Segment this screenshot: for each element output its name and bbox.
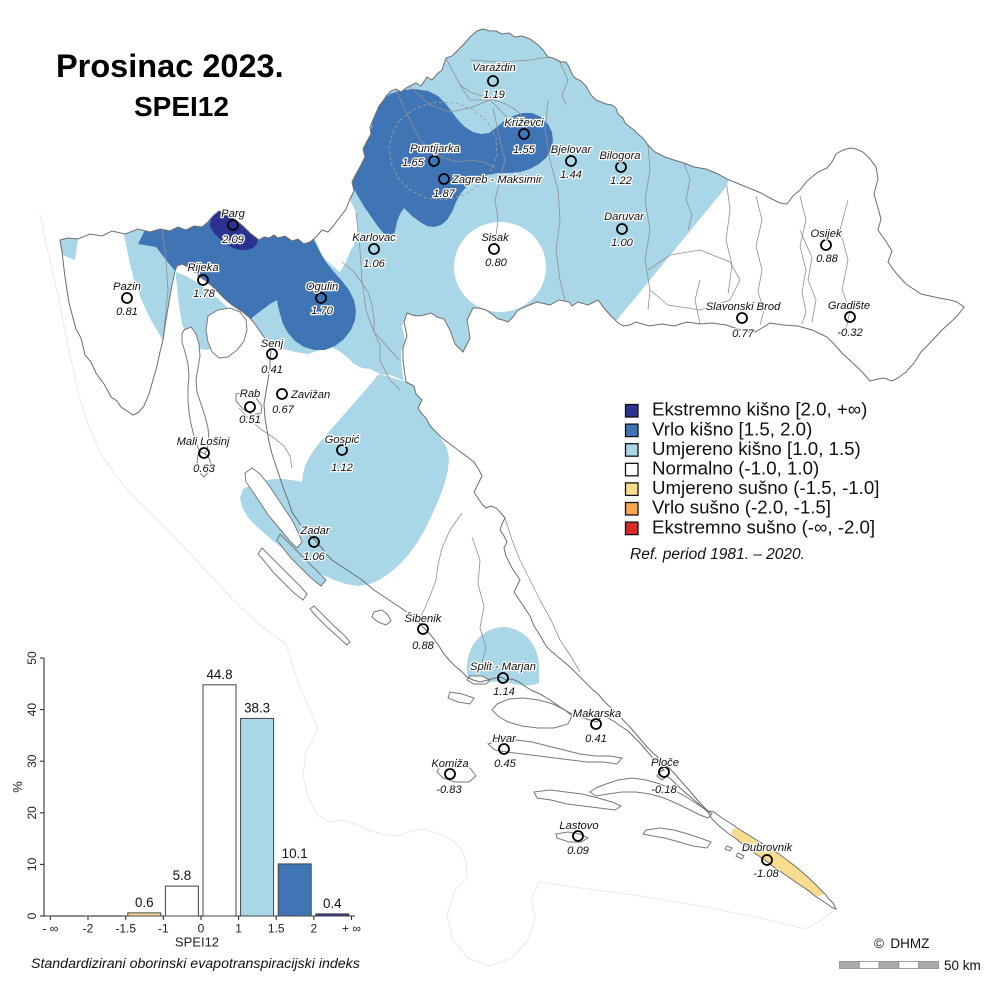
- svg-text:1.22: 1.22: [610, 175, 633, 187]
- svg-text:Umjereno sušno (-1.5, -1.0]: Umjereno sušno (-1.5, -1.0]: [652, 477, 879, 498]
- svg-text:Prosinac 2023.: Prosinac 2023.: [56, 48, 284, 84]
- svg-text:Zadar: Zadar: [299, 525, 330, 537]
- svg-text:1: 1: [235, 922, 242, 936]
- svg-text:1.06: 1.06: [303, 551, 326, 563]
- svg-text:0.77: 0.77: [732, 328, 755, 340]
- svg-text:38.3: 38.3: [244, 700, 270, 715]
- svg-text:0.41: 0.41: [585, 733, 607, 745]
- svg-text:1.78: 1.78: [193, 288, 216, 300]
- svg-text:Daruvar: Daruvar: [604, 211, 645, 223]
- svg-text:1.55: 1.55: [513, 144, 536, 156]
- svg-text:-0.32: -0.32: [837, 327, 863, 339]
- svg-text:40: 40: [25, 703, 39, 717]
- svg-text:Križevci: Križevci: [504, 117, 544, 129]
- svg-text:Gradište: Gradište: [828, 300, 870, 312]
- svg-text:Pazin: Pazin: [113, 281, 141, 293]
- svg-text:1.65: 1.65: [402, 157, 425, 169]
- svg-text:50: 50: [25, 651, 39, 665]
- svg-text:30: 30: [25, 754, 39, 768]
- svg-text:Senj: Senj: [261, 338, 284, 350]
- svg-text:Zagreb - Maksimir: Zagreb - Maksimir: [451, 174, 543, 186]
- svg-text:SPEI12: SPEI12: [134, 91, 229, 122]
- svg-text:Rab: Rab: [240, 388, 261, 400]
- svg-text:Makarska: Makarska: [573, 708, 622, 720]
- svg-text:0.09: 0.09: [567, 845, 589, 857]
- svg-text:Vrlo sušno (-2.0, -1.5]: Vrlo sušno (-2.0, -1.5]: [652, 497, 831, 518]
- svg-text:Vrlo kišno [1.5, 2.0): Vrlo kišno [1.5, 2.0): [652, 418, 812, 439]
- svg-text:1.00: 1.00: [611, 237, 634, 249]
- svg-text:20: 20: [25, 806, 39, 820]
- svg-text:5.8: 5.8: [173, 868, 192, 883]
- svg-text:Umjereno kišno [1.0, 1.5): Umjereno kišno [1.0, 1.5): [652, 438, 861, 459]
- svg-text:1.12: 1.12: [331, 462, 354, 474]
- svg-text:Lastovo: Lastovo: [559, 820, 598, 832]
- svg-text:-0.83: -0.83: [436, 784, 462, 796]
- svg-text:-1.5: -1.5: [115, 922, 136, 936]
- svg-text:1.5: 1.5: [268, 922, 285, 936]
- svg-text:0.80: 0.80: [485, 257, 508, 269]
- svg-text:10: 10: [25, 857, 39, 871]
- svg-text:50 km: 50 km: [944, 958, 981, 973]
- svg-text:Ploče: Ploče: [651, 757, 679, 769]
- svg-text:Hvar: Hvar: [492, 733, 517, 745]
- svg-text:44.8: 44.8: [206, 667, 232, 682]
- svg-text:Karlovac: Karlovac: [352, 232, 396, 244]
- svg-text:Gospić: Gospić: [325, 434, 360, 446]
- svg-text:- ∞: - ∞: [42, 922, 58, 936]
- svg-text:Split - Marjan: Split - Marjan: [470, 661, 536, 673]
- svg-text:Standardizirani oborinski evap: Standardizirani oborinski evapotranspira…: [31, 956, 360, 972]
- svg-text:0: 0: [25, 912, 39, 919]
- svg-text:Sisak: Sisak: [481, 232, 510, 244]
- svg-text:Dubrovnik: Dubrovnik: [742, 842, 794, 854]
- svg-text:0.4: 0.4: [323, 896, 342, 911]
- svg-text:0.41: 0.41: [261, 364, 283, 376]
- svg-text:0.81: 0.81: [116, 306, 138, 318]
- svg-text:Puntijarka: Puntijarka: [410, 143, 460, 155]
- svg-text:0.6: 0.6: [135, 895, 154, 910]
- svg-text:0.51: 0.51: [239, 414, 261, 426]
- svg-text:Bjelovar: Bjelovar: [551, 144, 593, 156]
- svg-text:Osijek: Osijek: [810, 228, 842, 240]
- svg-text:0: 0: [198, 922, 205, 936]
- svg-text:0.67: 0.67: [272, 404, 295, 416]
- svg-text:+ ∞: + ∞: [342, 922, 361, 936]
- svg-text:10.1: 10.1: [282, 846, 308, 861]
- svg-text:-1.08: -1.08: [753, 868, 779, 880]
- svg-text:Varaždin: Varaždin: [472, 62, 516, 74]
- svg-text:1.70: 1.70: [311, 305, 334, 317]
- svg-text:2: 2: [311, 922, 318, 936]
- svg-text:-0.18: -0.18: [651, 784, 677, 796]
- svg-text:Šibenik: Šibenik: [405, 612, 443, 625]
- svg-text:Ogulin: Ogulin: [306, 281, 338, 293]
- svg-text:Rijeka: Rijeka: [187, 262, 218, 274]
- svg-text:Komiža: Komiža: [431, 758, 468, 770]
- svg-text:2.09: 2.09: [221, 234, 244, 246]
- svg-text:Ekstremno kišno [2.0, +∞): Ekstremno kišno [2.0, +∞): [652, 399, 867, 420]
- svg-text:© DHMZ: © DHMZ: [874, 936, 929, 951]
- svg-text:1.06: 1.06: [363, 258, 386, 270]
- svg-text:-2: -2: [83, 922, 94, 936]
- svg-text:1.14: 1.14: [493, 686, 515, 698]
- svg-text:1.44: 1.44: [560, 169, 582, 181]
- svg-text:-1: -1: [158, 922, 169, 936]
- svg-text:Zavižan: Zavižan: [290, 389, 330, 401]
- svg-text:Slavonski Brod: Slavonski Brod: [706, 301, 781, 313]
- svg-text:Mali Lošinj: Mali Lošinj: [177, 436, 230, 448]
- svg-text:Ekstremno sušno (-∞, -2.0]: Ekstremno sušno (-∞, -2.0]: [652, 516, 875, 537]
- svg-text:%: %: [10, 781, 25, 793]
- svg-text:0.88: 0.88: [816, 253, 839, 265]
- svg-text:Ref. period 1981. – 2020.: Ref. period 1981. – 2020.: [630, 546, 805, 563]
- svg-text:Normalno (-1.0, 1.0): Normalno (-1.0, 1.0): [652, 458, 819, 479]
- svg-text:0.88: 0.88: [412, 640, 435, 652]
- svg-text:SPEI12: SPEI12: [175, 935, 219, 950]
- svg-text:Bilogora: Bilogora: [599, 150, 640, 162]
- svg-text:1.19: 1.19: [483, 89, 505, 101]
- svg-text:Parg: Parg: [221, 208, 245, 220]
- svg-text:0.63: 0.63: [193, 463, 216, 475]
- svg-text:0.45: 0.45: [494, 758, 517, 770]
- svg-text:1.87: 1.87: [433, 188, 456, 200]
